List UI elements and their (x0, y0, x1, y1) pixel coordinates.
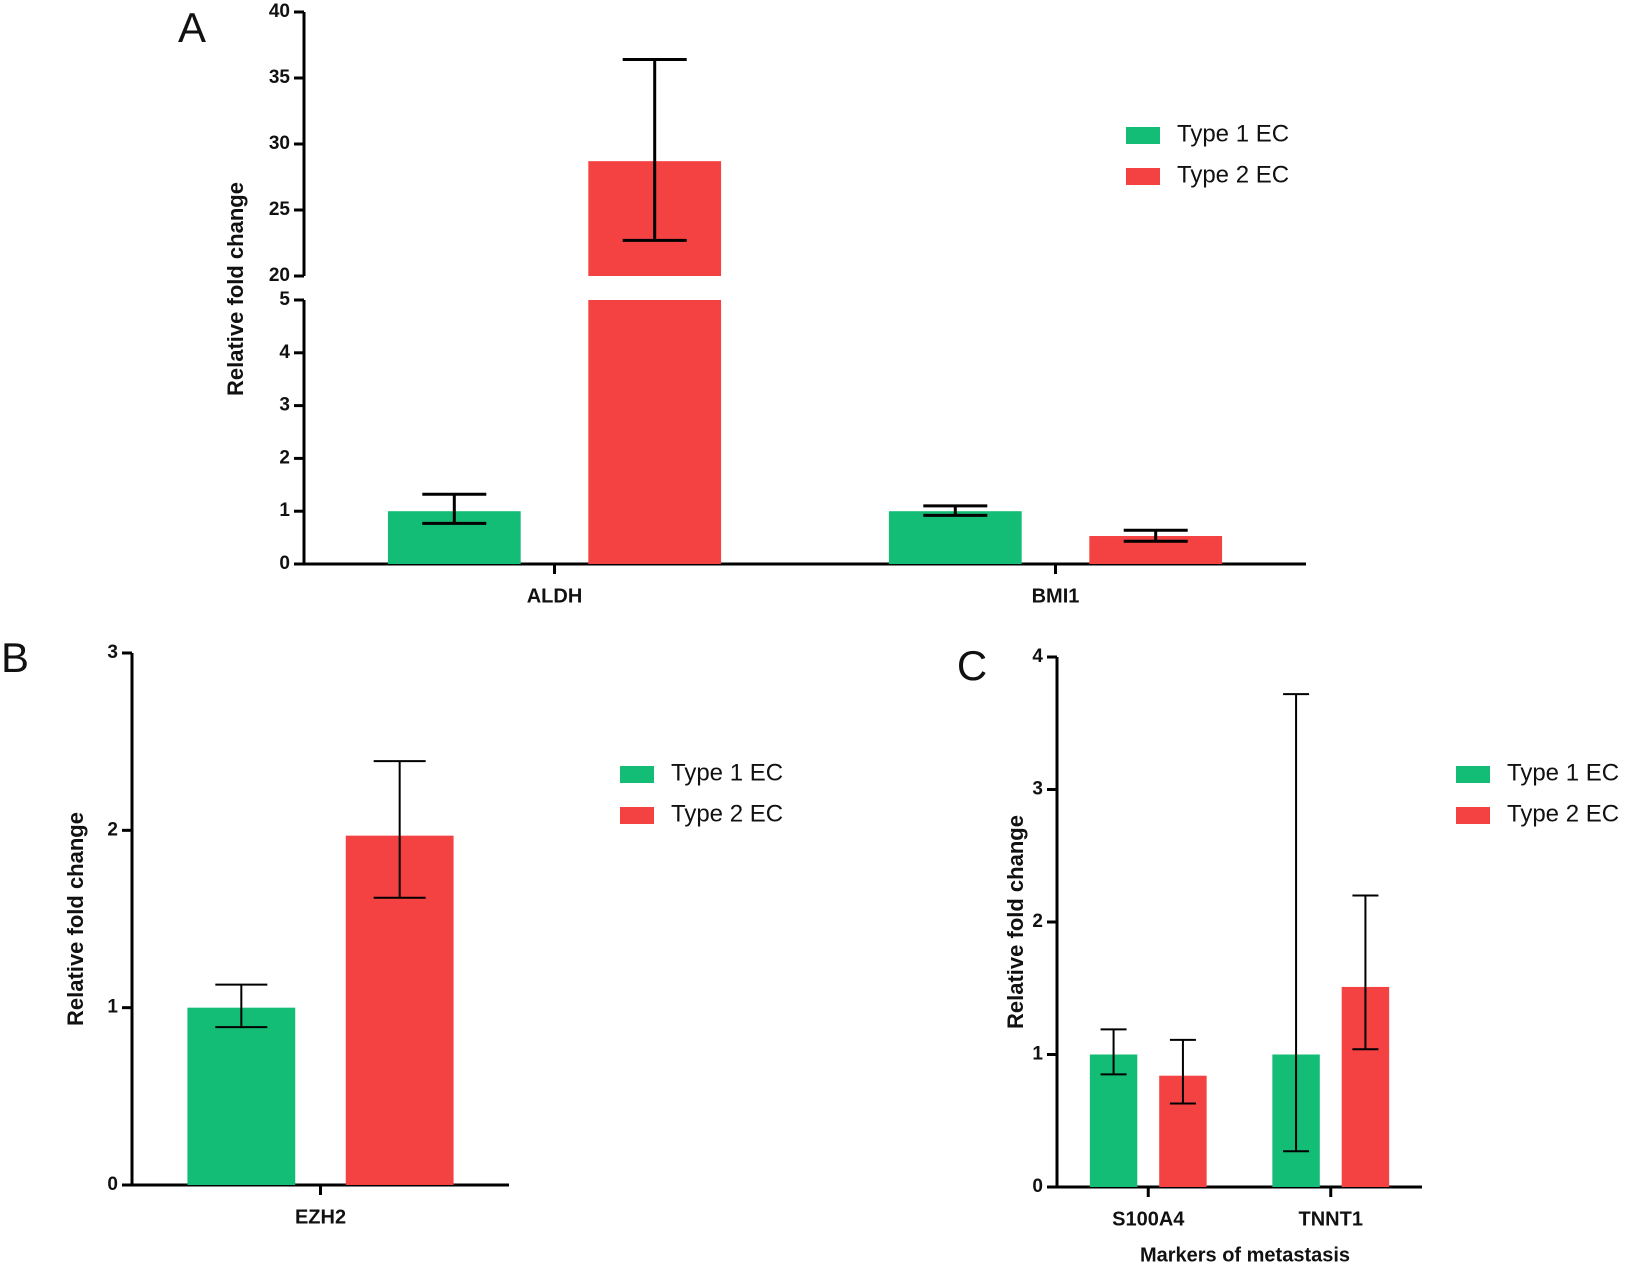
y-tick-label: 0 (107, 1174, 118, 1195)
error-bar (1169, 1038, 1196, 1105)
y-tick-label: 3 (1032, 779, 1043, 800)
legend-swatch (620, 807, 654, 824)
panel-label: A (178, 4, 206, 51)
error-bar (422, 492, 487, 525)
error-bar (1123, 528, 1188, 543)
error-bar (923, 504, 988, 517)
y-tick-label: 35 (269, 67, 291, 88)
y-tick-label: 4 (279, 342, 290, 363)
y-tick-label: 30 (269, 133, 290, 154)
y-tick-label: 40 (269, 1, 290, 22)
bar (1089, 1054, 1138, 1187)
bar (588, 300, 722, 564)
y-tick-label: 3 (279, 395, 290, 416)
y-tick-label: 1 (279, 500, 290, 521)
y-tick-label: 2 (107, 819, 118, 840)
y-axis-label: Relative fold change (223, 182, 248, 396)
x-tick-label: EZH2 (295, 1206, 346, 1228)
x-tick-label: TNNT1 (1299, 1208, 1363, 1230)
legend-label: Type 2 EC (671, 800, 783, 827)
x-tick-label: S100A4 (1112, 1208, 1185, 1230)
legend-label: Type 2 EC (1177, 161, 1289, 188)
y-tick-label: 25 (269, 199, 291, 220)
y-tick-label: 0 (1032, 1176, 1043, 1197)
y-tick-label: 1 (107, 997, 118, 1018)
legend-label: Type 2 EC (1507, 800, 1619, 827)
error-bar (1100, 1028, 1127, 1076)
y-tick-label: 0 (279, 553, 290, 574)
y-axis-label: Relative fold change (1003, 815, 1028, 1029)
y-tick-label: 1 (1032, 1044, 1043, 1065)
error-bar (1352, 894, 1379, 1051)
x-axis-label: Markers of metastasis (1140, 1244, 1350, 1266)
bar (888, 511, 1022, 564)
legend-swatch (1126, 127, 1160, 144)
y-tick-label: 20 (269, 265, 290, 286)
legend-swatch (1456, 766, 1490, 783)
bar (187, 1007, 296, 1185)
legend-label: Type 1 EC (1507, 759, 1619, 786)
x-tick-label: BMI1 (1032, 585, 1080, 607)
legend-swatch (620, 766, 654, 783)
y-tick-label: 4 (1032, 646, 1043, 667)
legend-label: Type 1 EC (671, 759, 783, 786)
y-tick-label: 3 (107, 642, 118, 663)
panel-label: B (1, 634, 29, 681)
y-axis-label: Relative fold change (63, 812, 88, 1026)
y-tick-label: 2 (279, 447, 290, 468)
legend-label: Type 1 EC (1177, 120, 1289, 147)
panel-label: C (957, 642, 987, 689)
y-tick-label: 5 (279, 289, 290, 310)
error-bar (215, 983, 268, 1029)
error-bar (622, 58, 687, 242)
legend-swatch (1456, 807, 1490, 824)
y-tick-label: 2 (1032, 911, 1043, 932)
error-bar (373, 760, 426, 899)
x-tick-label: ALDH (527, 585, 583, 607)
error-bar (1283, 693, 1310, 1153)
legend-swatch (1126, 168, 1160, 185)
